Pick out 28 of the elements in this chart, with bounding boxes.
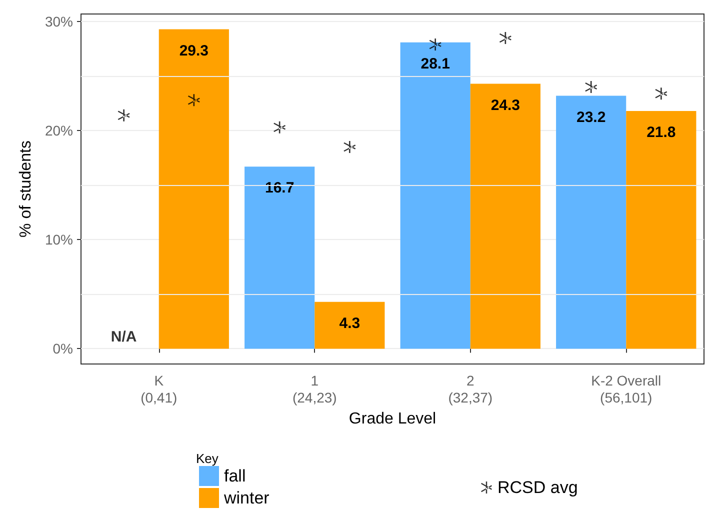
y-axis-title: % of students	[18, 140, 35, 238]
bar	[314, 302, 385, 349]
bar	[626, 111, 696, 349]
legend-title: Key	[196, 451, 219, 466]
data-label: 4.3	[339, 314, 360, 332]
data-label: 28.1	[420, 55, 450, 72]
legend-label: RCSD avg	[498, 478, 578, 497]
x-tick-label: 1 (24,23)	[292, 372, 337, 406]
x-tick-label: 2 (32,37)	[448, 372, 493, 406]
x-tick-label: K-2 Overall (56,101)	[591, 372, 662, 406]
y-tick-label: 0%	[52, 340, 73, 357]
data-label: 29.3	[179, 42, 209, 60]
y-tick-label: 30%	[44, 14, 73, 30]
legend-label: fall	[224, 466, 246, 486]
text: N/A	[110, 328, 137, 346]
bar	[556, 96, 626, 349]
bar	[244, 166, 315, 349]
bar	[400, 42, 470, 349]
bar	[470, 84, 540, 349]
data-label: 21.8	[646, 124, 676, 142]
x-tick-label: K (0,41)	[140, 372, 178, 406]
bar	[158, 29, 229, 349]
y-tick-label: 10%	[44, 232, 73, 248]
data-label: 24.3	[490, 96, 520, 114]
legend-label: winter	[223, 488, 270, 508]
data-label: 23.2	[576, 108, 606, 126]
y-tick-label: 20%	[44, 122, 73, 139]
x-axis-title: Grade Level	[348, 410, 436, 428]
